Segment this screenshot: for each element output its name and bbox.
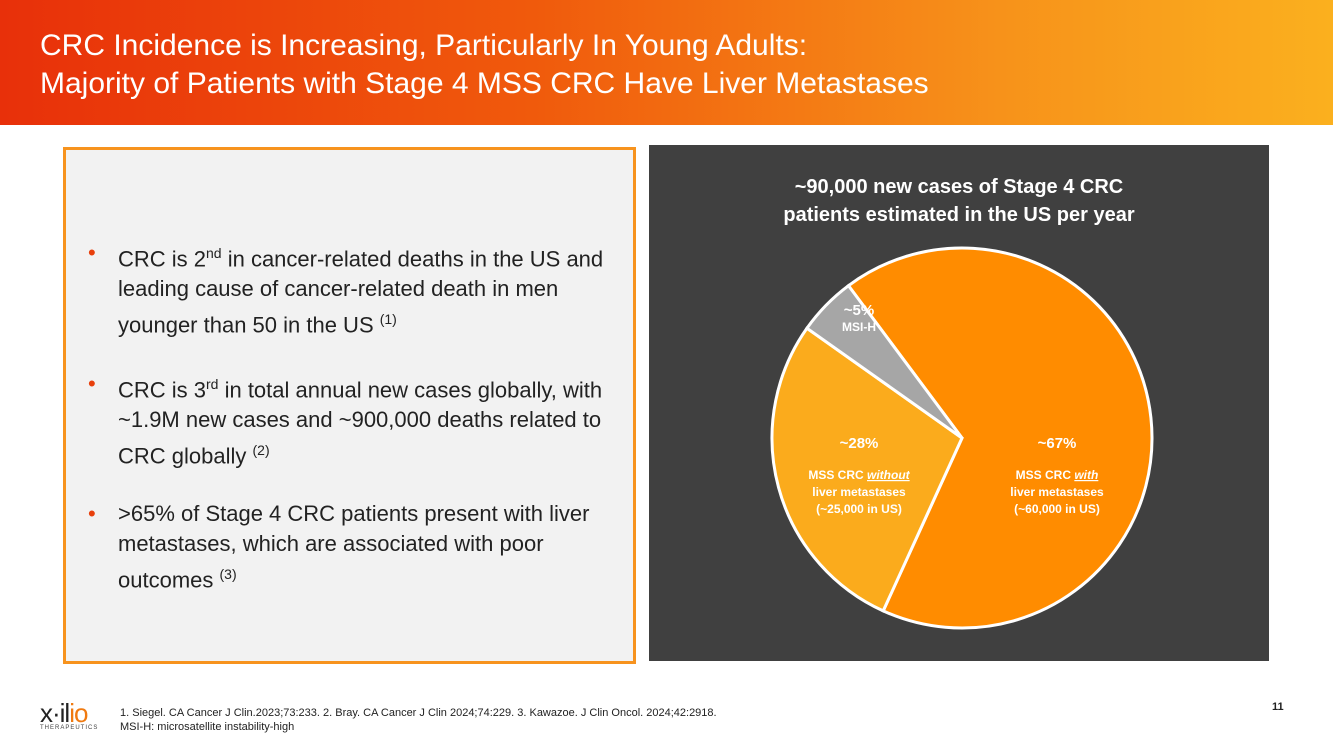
bullet-list: • CRC is 2nd in cancer-related deaths in … (88, 238, 608, 624)
company-logo: x·ilio THERAPEUTICS (40, 698, 99, 731)
chart-title: ~90,000 new cases of Stage 4 CRC patient… (783, 176, 1135, 226)
bullet-box: • CRC is 2nd in cancer-related deaths in … (63, 147, 636, 664)
chart-panel: ~90,000 new cases of Stage 4 CRC patient… (649, 145, 1269, 661)
bullet-item: • >65% of Stage 4 CRC patients present wi… (88, 501, 590, 593)
pie-chart: ~67% MSS CRC with liver metastases (~60,000… (770, 246, 1154, 630)
bullet-item: • CRC is 3rd in total annual new cases gl… (88, 370, 603, 469)
footnotes: 1. Siegel. CA Cancer J Clin.2023;73:233.… (120, 707, 717, 733)
bullet-item: • CRC is 2nd in cancer-related deaths in … (88, 240, 604, 338)
slice-label: ~28% MSS CRC without liver metastases (~25,… (808, 435, 910, 516)
slice-label: ~67% MSS CRC with liver metastases (~60,000… (1010, 435, 1104, 516)
pie-slice (804, 283, 964, 440)
slice-label: ~5% MSI-H (842, 302, 876, 334)
pie-slice (846, 246, 1154, 630)
pie-slice (770, 326, 964, 613)
page-title: CRC Incidence is Increasing, Particularl… (40, 29, 929, 100)
header-banner: CRC Incidence is Increasing, Particularl… (0, 0, 1333, 125)
page-number: 11 (1272, 701, 1284, 713)
